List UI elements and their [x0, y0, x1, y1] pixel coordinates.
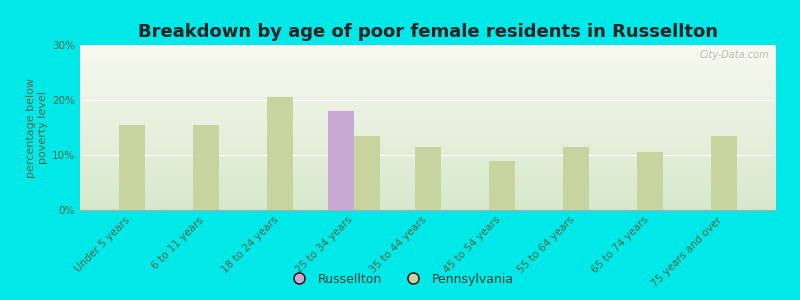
Bar [563, 147, 589, 210]
Bar [193, 125, 219, 210]
Bar [119, 125, 145, 210]
Title: Breakdown by age of poor female residents in Russellton: Breakdown by age of poor female resident… [138, 23, 718, 41]
Bar [711, 136, 737, 210]
Text: City-Data.com: City-Data.com [699, 50, 769, 60]
Bar [267, 97, 293, 210]
Bar [415, 147, 441, 210]
Bar [489, 160, 515, 210]
Bar [328, 111, 354, 210]
Bar [637, 152, 663, 210]
Legend: Russellton, Pennsylvania: Russellton, Pennsylvania [281, 268, 519, 291]
Y-axis label: percentage below
poverty level: percentage below poverty level [26, 77, 48, 178]
Bar [354, 136, 380, 210]
